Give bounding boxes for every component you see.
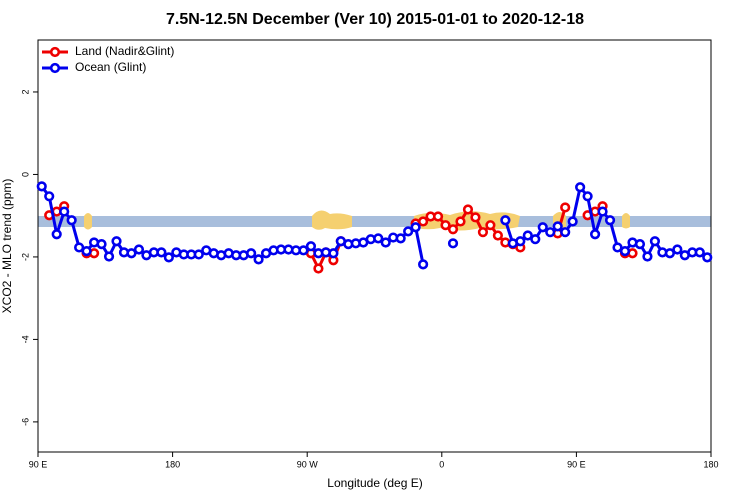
data-point <box>373 233 384 244</box>
data-point <box>455 216 466 227</box>
data-point <box>634 239 646 250</box>
data-point <box>672 244 683 255</box>
data-point <box>462 204 474 215</box>
y-tick-label: 2 <box>20 89 30 94</box>
data-point <box>133 244 145 255</box>
data-point <box>51 229 62 240</box>
data-point <box>447 238 459 249</box>
y-axis-label: XCO2 - MLO trend (ppm) <box>0 179 14 314</box>
data-point <box>432 211 444 222</box>
legend-label: Ocean (Glint) <box>75 60 146 74</box>
data-point <box>447 224 459 235</box>
data-point <box>567 216 578 227</box>
data-point <box>418 216 429 227</box>
y-tick-label: 0 <box>20 172 30 177</box>
legend-label: Land (Nadir&Glint) <box>75 44 174 58</box>
x-tick-label: 90 W <box>297 459 319 469</box>
data-point <box>380 237 391 248</box>
x-tick-label: 0 <box>439 459 444 469</box>
data-point <box>66 215 77 226</box>
data-point <box>515 236 526 247</box>
y-tick-label: -6 <box>20 418 30 426</box>
x-tick-label: 180 <box>165 459 180 469</box>
data-point <box>649 236 661 247</box>
data-point <box>597 206 608 217</box>
data-point <box>500 215 511 226</box>
data-point <box>560 227 571 238</box>
data-point <box>619 246 631 257</box>
data-point <box>537 222 548 233</box>
data-point <box>126 248 137 259</box>
data-point <box>111 236 122 247</box>
data-point <box>612 242 623 253</box>
chart-title: 7.5N-12.5N December (Ver 10) 2015-01-01 … <box>166 11 584 28</box>
data-point <box>492 230 503 241</box>
x-axis-label: Longitude (deg E) <box>327 476 422 490</box>
data-point <box>74 242 85 253</box>
data-point <box>305 241 317 252</box>
data-point <box>253 254 264 265</box>
data-point <box>552 221 563 232</box>
data-point <box>477 227 489 238</box>
data-point <box>246 248 257 259</box>
data-point <box>103 251 115 262</box>
data-point <box>560 202 571 213</box>
data-point <box>163 252 174 263</box>
y-tick-label: -2 <box>20 253 30 261</box>
data-point <box>298 245 309 256</box>
data-point <box>410 222 421 233</box>
data-point <box>522 230 533 241</box>
data-point <box>545 227 556 238</box>
data-point <box>530 234 541 245</box>
data-point <box>702 252 713 263</box>
data-point <box>403 226 414 237</box>
data-point <box>36 181 47 192</box>
x-tick-label: 180 <box>703 459 718 469</box>
data-point <box>96 239 107 250</box>
data-point <box>59 206 70 217</box>
data-point <box>156 247 167 258</box>
legend-marker <box>49 62 61 74</box>
data-point <box>470 212 481 223</box>
plot-frame <box>37 39 712 453</box>
data-point <box>193 249 204 260</box>
x-tick-label: 90 E <box>29 459 48 469</box>
data-point <box>642 251 653 262</box>
data-point <box>81 246 92 257</box>
data-point <box>44 191 55 202</box>
data-point <box>664 248 675 259</box>
y-tick-label: -4 <box>20 335 30 343</box>
data-point <box>485 220 496 231</box>
x-tick-label: 90 E <box>567 459 586 469</box>
data-point <box>440 220 451 231</box>
data-point <box>575 182 586 193</box>
data-point <box>395 233 406 244</box>
data-point <box>604 215 616 226</box>
legend-marker <box>49 46 61 58</box>
latitude-band <box>38 216 711 227</box>
data-point <box>418 259 429 270</box>
data-point <box>328 248 339 259</box>
data-point <box>589 229 601 240</box>
data-point <box>313 263 324 274</box>
data-point <box>582 191 593 202</box>
data-point <box>694 247 705 258</box>
